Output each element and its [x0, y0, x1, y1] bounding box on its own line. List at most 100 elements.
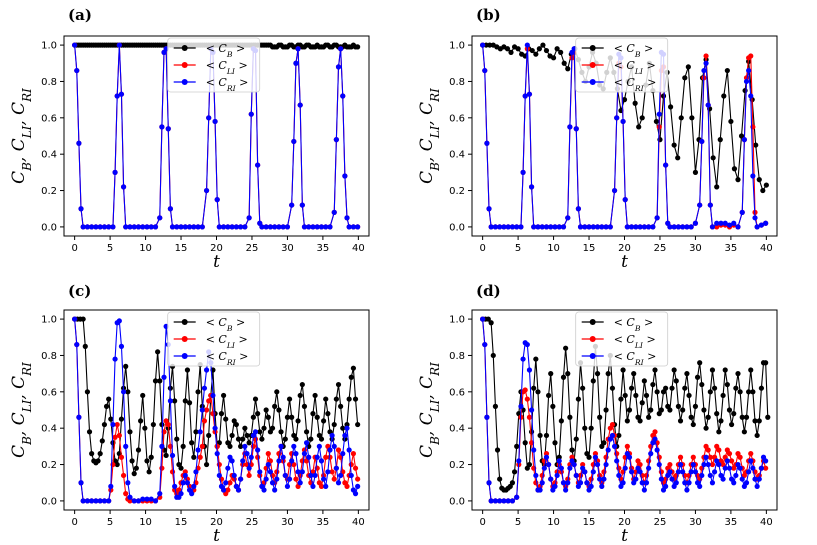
data-point — [348, 472, 354, 479]
data-point — [504, 46, 511, 52]
data-point — [756, 177, 762, 183]
data-point — [663, 385, 669, 391]
data-point — [295, 46, 301, 52]
data-point — [308, 436, 314, 442]
data-point — [286, 476, 293, 482]
x-axis-label: t — [621, 526, 628, 545]
data-point — [673, 480, 679, 486]
data-point — [272, 403, 278, 409]
data-point — [729, 458, 735, 464]
data-point — [735, 177, 741, 183]
data-point — [509, 224, 516, 230]
data-point — [182, 398, 188, 404]
data-point — [299, 381, 305, 388]
data-point — [72, 42, 78, 48]
data-point — [550, 403, 556, 409]
data-point — [654, 447, 660, 453]
data-point — [86, 429, 93, 435]
data-point — [312, 472, 318, 479]
x-tick-label: 0 — [479, 243, 485, 254]
data-point — [123, 491, 129, 497]
data-point — [488, 224, 494, 230]
data-point — [509, 498, 516, 504]
data-point — [714, 184, 720, 190]
data-point — [754, 224, 760, 230]
data-point — [95, 458, 101, 464]
data-point — [607, 224, 613, 230]
data-point — [159, 421, 165, 428]
legend-label: < CRI > — [614, 350, 657, 367]
data-point — [140, 392, 146, 399]
data-point — [558, 49, 564, 55]
data-point — [350, 224, 356, 230]
data-point — [344, 421, 350, 428]
data-point — [765, 414, 771, 420]
data-point — [573, 472, 579, 479]
data-point — [325, 411, 331, 417]
data-point — [709, 367, 716, 373]
data-point — [340, 93, 346, 99]
data-point — [684, 371, 690, 377]
data-point — [535, 389, 541, 395]
data-point — [193, 469, 199, 475]
data-point — [677, 418, 684, 424]
y-tick-label: 0.6 — [449, 113, 465, 124]
data-point — [639, 115, 645, 121]
data-point — [114, 93, 120, 99]
data-point — [252, 429, 259, 435]
data-point — [763, 220, 769, 226]
data-point — [609, 421, 616, 428]
data-point — [112, 434, 118, 440]
legend-label: < CLI > — [206, 333, 248, 350]
data-point — [342, 173, 348, 179]
data-point — [748, 451, 754, 457]
data-point — [656, 461, 662, 468]
data-point — [120, 472, 127, 479]
data-point — [261, 487, 267, 493]
data-point — [250, 443, 256, 449]
data-point — [348, 461, 354, 468]
y-tick-label: 0.2 — [449, 460, 465, 471]
data-point — [182, 224, 188, 230]
data-point — [748, 53, 754, 59]
legend-marker — [589, 336, 596, 342]
y-tick-label: 0.8 — [41, 351, 57, 362]
y-tick-label: 0.4 — [449, 150, 465, 161]
x-tick-label: 15 — [175, 517, 188, 528]
data-point — [705, 102, 711, 108]
x-tick-label: 35 — [725, 243, 738, 254]
data-point — [633, 224, 639, 230]
data-point — [346, 447, 352, 453]
x-tick-label: 30 — [689, 517, 702, 528]
data-point — [321, 418, 327, 424]
legend-marker — [589, 62, 596, 68]
data-point — [201, 385, 208, 391]
data-point — [737, 389, 743, 395]
data-point — [163, 452, 169, 459]
data-point — [110, 421, 116, 428]
data-point — [763, 360, 769, 366]
x-tick-label: 20 — [210, 517, 223, 528]
data-point — [497, 498, 503, 504]
data-point — [646, 414, 652, 420]
data-point — [93, 498, 99, 504]
data-point — [624, 443, 630, 449]
data-point — [743, 480, 750, 486]
data-point — [511, 469, 518, 475]
data-point — [548, 476, 554, 482]
data-point — [711, 469, 718, 475]
data-point — [238, 443, 244, 449]
data-point — [590, 378, 596, 384]
data-point — [537, 487, 543, 493]
data-point — [582, 425, 588, 431]
data-point — [699, 381, 705, 388]
data-point — [325, 469, 331, 475]
plot-area — [480, 316, 771, 504]
data-point — [340, 425, 346, 431]
legend-marker — [589, 353, 596, 359]
data-point — [633, 476, 639, 482]
y-tick-label: 0.2 — [41, 460, 57, 471]
data-point — [546, 461, 552, 468]
data-point — [722, 220, 728, 226]
data-point — [267, 469, 274, 475]
